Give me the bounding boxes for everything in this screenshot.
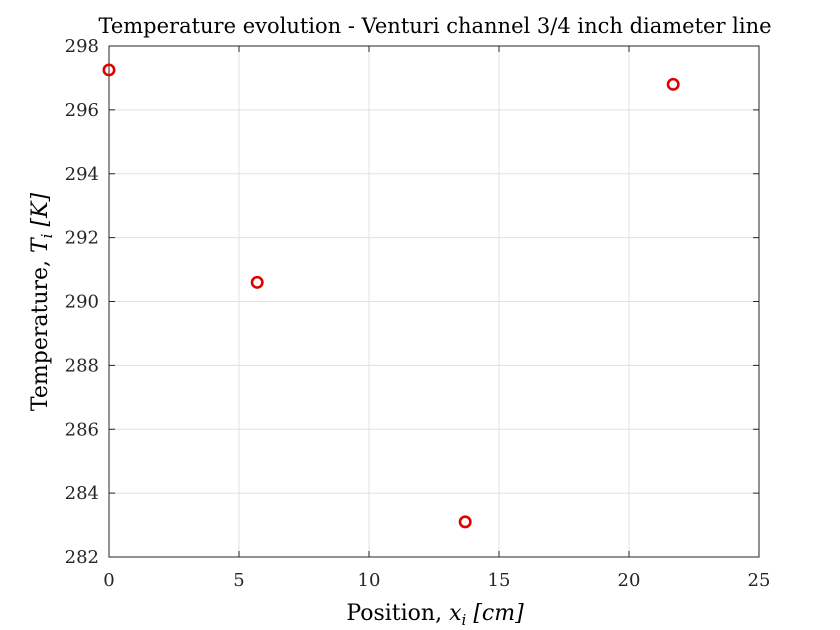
chart-title: Temperature evolution - Venturi channel … — [98, 14, 771, 38]
x-tick-label: 5 — [233, 570, 244, 591]
y-tick-label: 294 — [65, 164, 99, 185]
y-axis-label-unit: [K] — [28, 192, 53, 226]
data-points — [102, 63, 680, 529]
x-tick-label: 20 — [618, 570, 641, 591]
y-tick-label: 286 — [65, 419, 99, 440]
x-axis-label: Position, xi [cm] — [346, 601, 524, 629]
data-point — [666, 77, 680, 91]
data-point — [458, 515, 472, 529]
y-axis-label-prefix: Temperature, — [28, 253, 53, 411]
axis-ticks: 0 5 10 15 20 25 282 284 286 288 290 292 294 296 298 — [65, 36, 771, 591]
x-tick-label: 15 — [488, 570, 511, 591]
x-axis-label-unit: [cm] — [473, 601, 524, 626]
y-axis-label-sub: i — [38, 233, 56, 238]
y-tick-label: 290 — [65, 292, 99, 313]
x-tick-label: 0 — [103, 570, 114, 591]
y-axis-label: Temperature, Ti [K] — [28, 192, 56, 411]
x-axis-label-sub: i — [462, 611, 467, 629]
x-tick-label: 10 — [358, 570, 381, 591]
data-point — [250, 275, 264, 289]
y-axis-label-var: T — [28, 236, 53, 253]
y-tick-label: 284 — [65, 483, 99, 504]
y-tick-label: 292 — [65, 228, 99, 249]
x-axis-label-prefix: Position, — [346, 601, 449, 626]
y-tick-label: 282 — [65, 547, 99, 568]
data-point — [102, 63, 116, 77]
x-tick-label: 25 — [748, 570, 771, 591]
y-tick-label: 288 — [65, 355, 99, 376]
y-tick-label: 296 — [65, 100, 99, 121]
x-axis-label-var: x — [449, 601, 462, 626]
y-tick-label: 298 — [65, 36, 99, 57]
